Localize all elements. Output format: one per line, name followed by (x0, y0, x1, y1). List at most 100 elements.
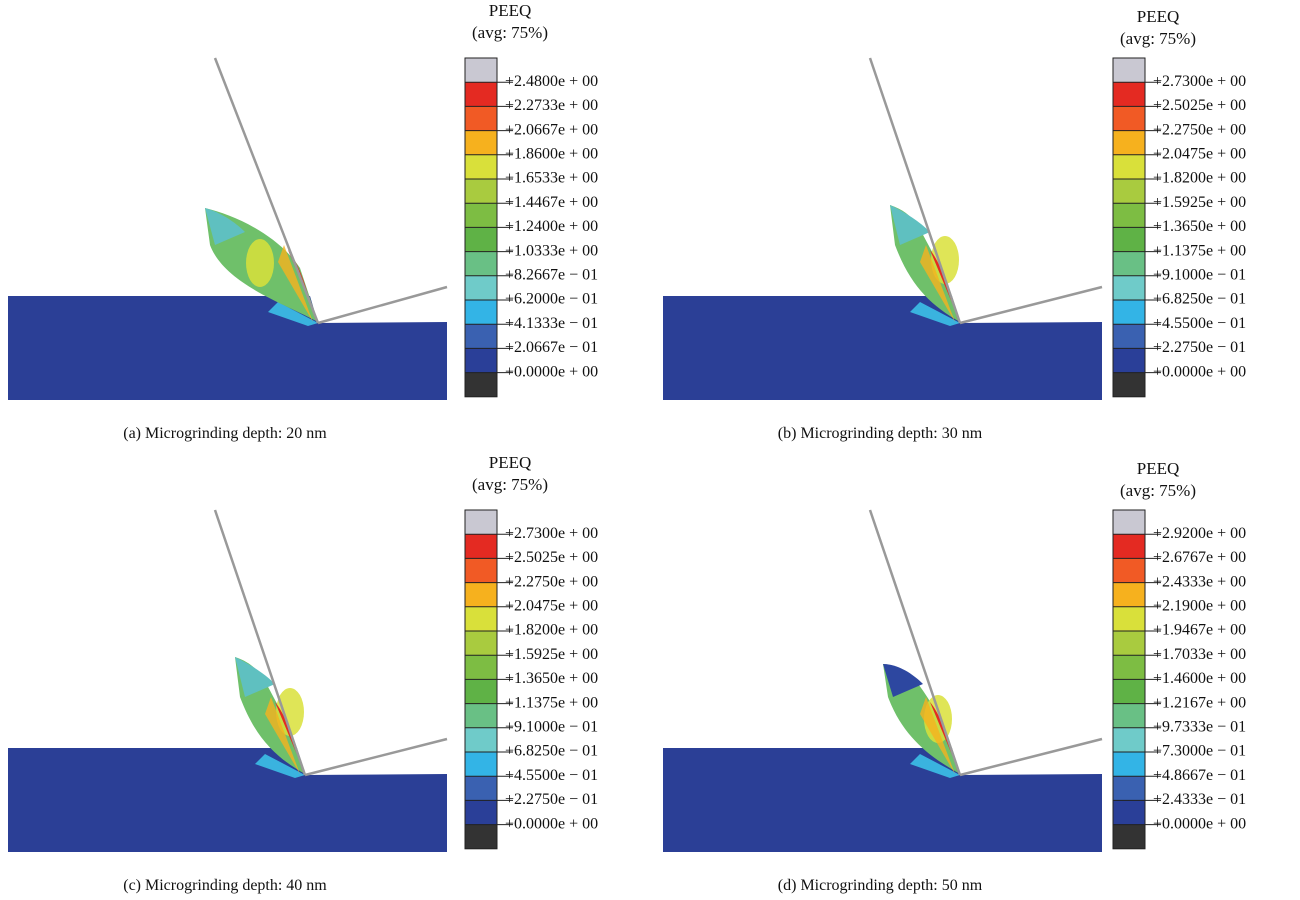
legend-label: +9.1000e − 01 (1153, 266, 1246, 283)
tool-edge (317, 285, 448, 325)
legend-swatch (1113, 179, 1145, 204)
legend-title: PEEQ (489, 1, 532, 20)
workpiece-band (910, 754, 960, 778)
workpiece-band (255, 754, 305, 778)
legend-swatch (1113, 776, 1145, 801)
legend-label: +1.3650e + 00 (505, 670, 598, 687)
legend-label: +1.1375e + 00 (505, 694, 598, 711)
legend-swatch (465, 300, 497, 325)
panel: PEEQ (avg: 75%) +2.7300e + 00 +2.5025e + 00… (663, 7, 1246, 442)
legend-subtitle: (avg: 75%) (1120, 29, 1196, 48)
legend-swatch (1113, 58, 1145, 83)
legend-label: +2.2750e − 01 (505, 791, 598, 808)
chip-edge (235, 657, 275, 697)
legend-swatch (465, 251, 497, 276)
legend-swatch (1113, 631, 1145, 656)
legend-subtitle: (avg: 75%) (472, 23, 548, 42)
legend-swatch (1113, 606, 1145, 631)
legend-label: +2.4800e + 00 (505, 73, 598, 90)
legend-swatch (1113, 275, 1145, 300)
workpiece-band (910, 302, 960, 326)
legend-label: +1.1375e + 00 (1153, 242, 1246, 259)
chip-hot (931, 236, 959, 284)
chip-shear-edge (920, 245, 955, 322)
legend-swatch (1113, 251, 1145, 276)
legend-label: +6.8250e − 01 (505, 743, 598, 760)
legend-swatch (465, 703, 497, 728)
legend-label: +2.7300e + 00 (1153, 73, 1246, 90)
workpiece (8, 296, 447, 400)
legend-label: +1.2400e + 00 (505, 218, 598, 235)
legend-swatch (1113, 703, 1145, 728)
legend-swatch (1113, 558, 1145, 583)
caption: (b) Microgrinding depth: 30 nm (778, 425, 983, 442)
legend-swatch (465, 324, 497, 349)
chip-edge (883, 664, 923, 697)
tool-edge (959, 285, 1103, 325)
legend-label: +6.8250e − 01 (1153, 291, 1246, 308)
legend-swatch (1113, 130, 1145, 155)
legend-label: +1.5925e + 00 (1153, 194, 1246, 211)
caption: (d) Microgrinding depth: 50 nm (778, 877, 983, 894)
chip-edge (890, 205, 930, 245)
legend-label: +2.2750e + 00 (505, 573, 598, 590)
legend-swatch (1113, 582, 1145, 607)
tool-edge (213, 509, 307, 776)
legend-swatch (1113, 752, 1145, 777)
legend-label: +9.7333e − 01 (1153, 718, 1246, 735)
legend-label: +1.5925e + 00 (505, 646, 598, 663)
legend-swatch (465, 631, 497, 656)
legend-swatch (465, 510, 497, 535)
legend-swatch (1113, 154, 1145, 179)
legend-label: +4.8667e − 01 (1153, 767, 1246, 784)
legend-title: PEEQ (1137, 459, 1180, 478)
legend-swatch (465, 824, 497, 849)
legend-swatch (465, 606, 497, 631)
legend-label: +4.5500e − 01 (505, 767, 598, 784)
legend-swatch (465, 58, 497, 83)
legend-swatch (465, 130, 497, 155)
legend-label: +1.3650e + 00 (1153, 218, 1246, 235)
legend-label: +1.7033e + 00 (1153, 646, 1246, 663)
tool-edge (959, 737, 1103, 777)
legend-label: +1.0333e + 00 (505, 242, 598, 259)
legend-swatch (465, 776, 497, 801)
legend-swatch (465, 203, 497, 228)
chip-shear-edge (920, 697, 955, 774)
workpiece-band (268, 302, 318, 326)
legend-label: +2.0475e + 00 (1153, 145, 1246, 162)
legend-swatch (465, 227, 497, 252)
legend-label: +1.8600e + 00 (505, 145, 598, 162)
legend-swatch (465, 372, 497, 397)
legend-label: +9.1000e − 01 (505, 718, 598, 735)
legend-label: +1.4600e + 00 (1153, 670, 1246, 687)
legend-label: +4.5500e − 01 (1153, 315, 1246, 332)
legend-label: +0.0000e + 00 (505, 363, 598, 380)
legend-swatch (1113, 800, 1145, 825)
chip-edge (205, 208, 245, 245)
legend-swatch (465, 582, 497, 607)
legend-label: +0.0000e + 00 (505, 815, 598, 832)
legend-swatch (465, 179, 497, 204)
legend-label: +1.2167e + 00 (1153, 694, 1246, 711)
legend-swatch (1113, 534, 1145, 559)
legend-label: +1.8200e + 00 (505, 622, 598, 639)
legend-swatch (465, 727, 497, 752)
workpiece (663, 296, 1102, 400)
legend-label: +2.2733e + 00 (505, 97, 598, 114)
caption: (a) Microgrinding depth: 20 nm (123, 425, 327, 442)
tool-edge (868, 57, 962, 324)
legend-label: +2.5025e + 00 (505, 549, 598, 566)
legend-swatch (465, 348, 497, 373)
legend-swatch (1113, 679, 1145, 704)
legend-label: +2.0667e + 00 (505, 121, 598, 138)
legend-label: +2.4333e − 01 (1153, 791, 1246, 808)
legend-swatch (1113, 106, 1145, 131)
legend-swatch (1113, 655, 1145, 680)
legend-swatch (465, 106, 497, 131)
legend-label: +2.0475e + 00 (505, 597, 598, 614)
legend-subtitle: (avg: 75%) (472, 475, 548, 494)
legend-label: +1.8200e + 00 (1153, 170, 1246, 187)
legend-label: +4.1333e − 01 (505, 315, 598, 332)
